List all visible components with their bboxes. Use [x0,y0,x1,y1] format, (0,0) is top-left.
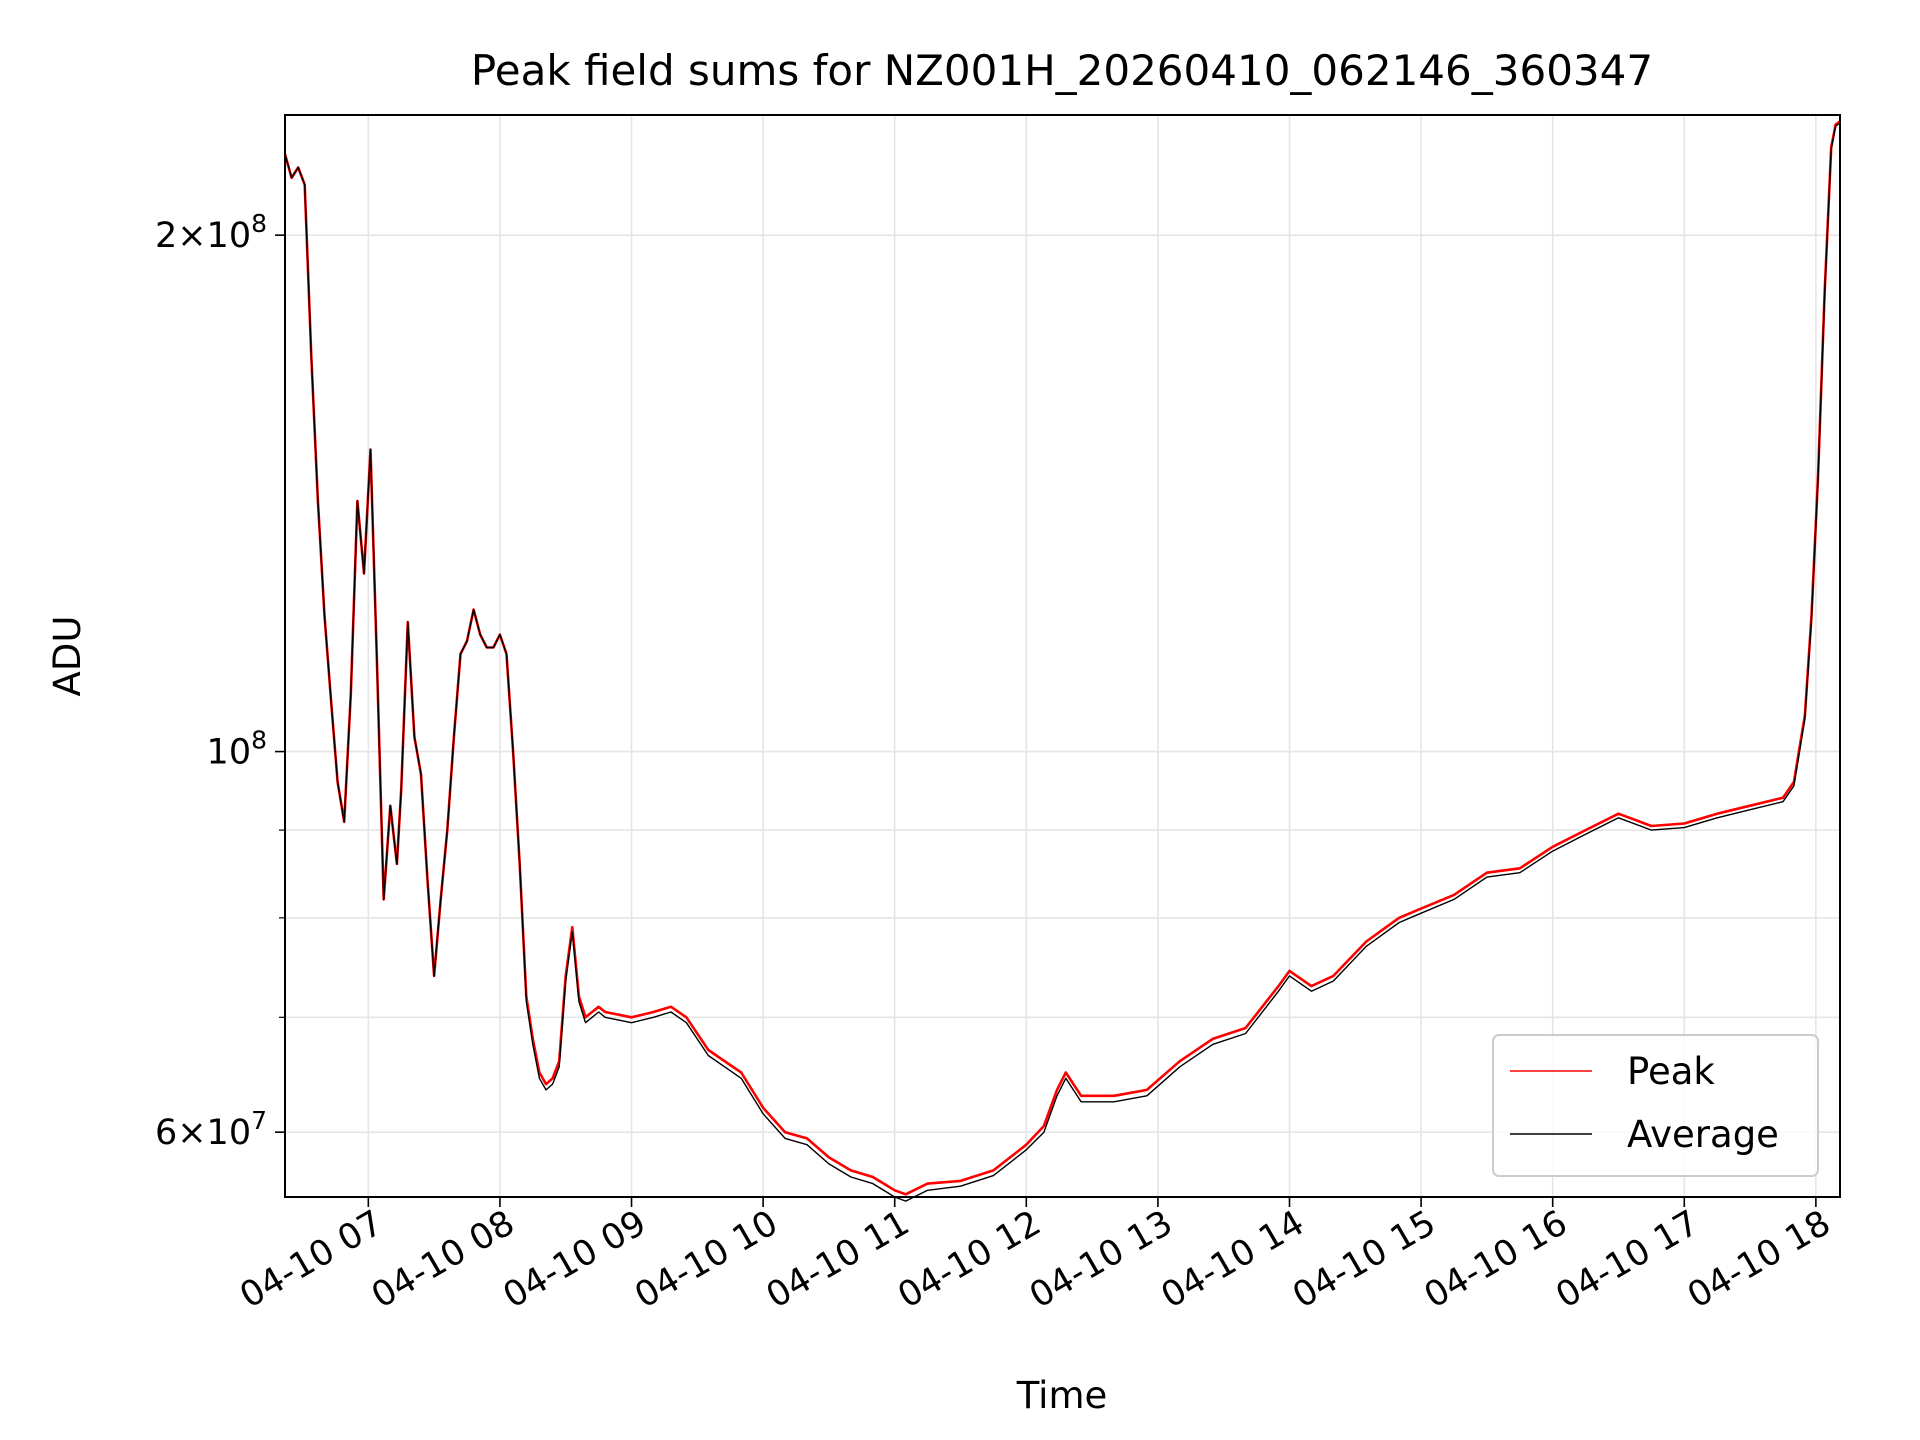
y-axis-label: ADU [46,616,89,697]
legend-label-peak: Peak [1627,1050,1715,1093]
legend: Peak Average [1492,1034,1819,1177]
y-tick-label: 2×108 [155,209,267,256]
y-tick-label: 108 [207,726,267,773]
y-axis: 2×108 108 6×107 [155,209,285,1153]
chart-title: Peak field sums for NZ001H_20260410_0621… [471,46,1653,95]
series-layer [283,120,1841,1202]
y-tick-label: 6×107 [155,1106,267,1153]
plot-frame [284,114,1841,1198]
grid-layer [285,115,1840,1197]
x-axis-label: Time [1016,1374,1108,1417]
series-line-average [284,122,1841,1202]
legend-label-average: Average [1627,1113,1779,1156]
